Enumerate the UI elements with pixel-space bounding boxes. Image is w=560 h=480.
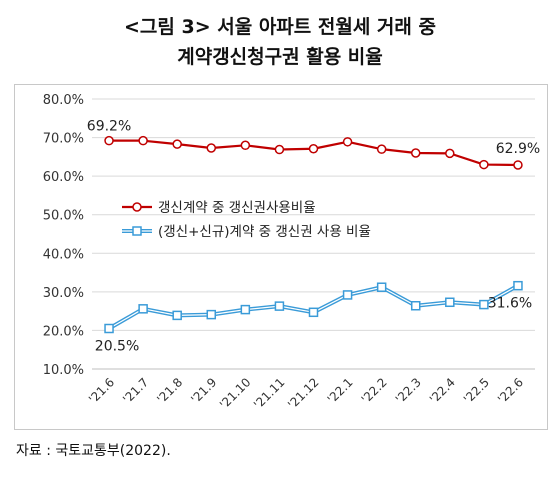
data-point-circle [445,148,455,159]
data-label: 20.5% [95,339,139,355]
x-tick-label: '21.7 [120,375,151,406]
data-point-square [274,301,285,311]
data-point-square [308,307,319,318]
y-tick-label: 80.0% [43,93,84,108]
data-point-circle [206,143,217,153]
x-tick-label: '22.3 [393,375,424,406]
x-tick-label: '22.2 [359,375,390,406]
data-point-square [104,323,114,334]
data-point-square [513,280,523,291]
y-tick-label: 30.0% [43,286,84,301]
legend-label: 갱신계약 중 갱신권사용비율 [158,200,316,216]
data-point-circle [513,160,523,170]
y-tick-label: 70.0% [43,132,84,147]
x-tick-label: '21.11 [251,375,288,412]
data-point-circle [479,159,489,170]
data-label: 31.6% [488,296,532,312]
chart-title: <그림 3> 서울 아파트 전월세 거래 중 계약갱신청구권 활용 비율 [0,12,560,72]
x-tick-label: '21.9 [188,375,219,406]
data-point-square [410,300,421,311]
title-line-1: <그림 3> 서울 아파트 전월세 거래 중 [124,16,436,38]
data-point-circle [274,144,285,155]
data-point-square [445,297,455,308]
chart-frame [14,84,548,430]
data-point-circle [410,148,421,158]
data-label: 62.9% [496,141,540,157]
legend-label: (갱신+신규)계약 중 갱신권 사용 비율 [158,224,371,240]
data-point-square [342,290,353,300]
data-point-square [138,304,148,314]
x-tick-label: '22.4 [427,375,458,406]
y-tick-label: 60.0% [43,170,84,185]
source-note: 자료 : 국토교통부(2022). [16,443,171,459]
legend-marker-circle [132,202,142,212]
data-point-square [206,309,217,320]
data-point-circle [240,140,251,151]
data-point-square [376,282,387,292]
data-point-circle [138,135,148,146]
data-point-circle [104,135,114,146]
y-tick-label: 20.0% [43,324,84,339]
x-tick-label: '22.6 [495,375,526,406]
y-tick-label: 10.0% [43,363,84,378]
data-point-circle [342,137,353,147]
x-tick-label: '22.5 [461,375,492,406]
x-tick-label: '21.10 [217,375,254,412]
x-tick-label: '21.12 [285,375,322,412]
x-tick-label: '21.8 [154,375,185,406]
y-tick-label: 40.0% [43,247,84,262]
data-point-circle [376,144,387,154]
data-point-square [172,310,182,321]
title-line-2: 계약갱신청구권 활용 비율 [177,46,383,68]
y-tick-label: 50.0% [43,209,84,224]
x-tick-label: '21.6 [86,375,117,406]
data-point-circle [308,144,319,154]
data-point-circle [172,139,182,149]
data-point-square [240,304,251,315]
legend-marker-square [132,226,142,236]
data-label: 69.2% [87,119,131,135]
x-tick-label: '22.1 [325,375,356,406]
data-point-square [479,299,489,310]
